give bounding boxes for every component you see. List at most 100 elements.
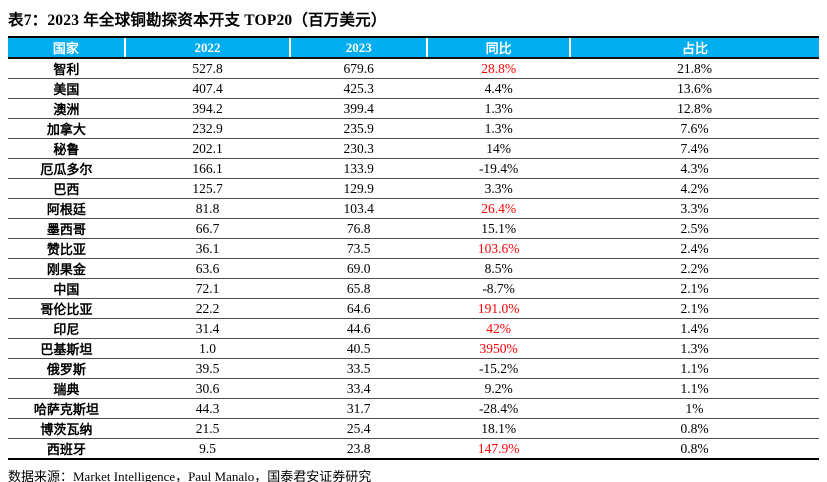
cell-yoy: -28.4% [427, 398, 570, 419]
cell-yoy: 191.0% [427, 298, 570, 319]
header-cell-yoy: 同比 [426, 36, 570, 59]
cell-yoy: 4.4% [427, 78, 570, 99]
cell-share: 4.2% [570, 178, 819, 199]
source-note: 数据来源：Market Intelligence，Paul Manalo，国泰君… [8, 469, 372, 482]
table-row: 哥伦比亚 22.2 64.6 191.0% 2.1% [8, 298, 819, 319]
cell-2023: 31.7 [290, 398, 428, 419]
cell-2022: 125.7 [124, 178, 291, 199]
page-title: 表7：2023 年全球铜勘探资本开支 TOP20（百万美元） [8, 12, 387, 29]
table-row: 中国 72.1 65.8 -8.7% 2.1% [8, 278, 819, 299]
table-row: 智利 527.8 679.6 28.8% 21.8% [8, 58, 819, 79]
cell-2022: 9.5 [124, 438, 291, 460]
cell-share: 7.4% [570, 138, 819, 159]
cell-country: 印尼 [8, 318, 125, 339]
cell-2023: 73.5 [290, 238, 428, 259]
cell-country: 美国 [8, 78, 125, 99]
cell-yoy: 3.3% [427, 178, 570, 199]
cell-country: 刚果金 [8, 258, 125, 279]
table-row: 墨西哥 66.7 76.8 15.1% 2.5% [8, 218, 819, 239]
cell-2022: 202.1 [124, 138, 291, 159]
cell-2023: 103.4 [290, 198, 428, 219]
cell-yoy: 8.5% [427, 258, 570, 279]
cell-share: 1.1% [570, 358, 819, 379]
cell-2022: 1.0 [124, 338, 291, 359]
table-row: 巴西 125.7 129.9 3.3% 4.2% [8, 178, 819, 199]
cell-country: 墨西哥 [8, 218, 125, 239]
cell-share: 2.5% [570, 218, 819, 239]
cell-2022: 31.4 [124, 318, 291, 339]
cell-2023: 133.9 [290, 158, 428, 179]
cell-country: 西班牙 [8, 438, 125, 460]
cell-2022: 63.6 [124, 258, 291, 279]
cell-country: 阿根廷 [8, 198, 125, 219]
cell-share: 13.6% [570, 78, 819, 99]
cell-country: 巴西 [8, 178, 125, 199]
header-cell-country: 国家 [8, 36, 125, 59]
cell-share: 1.1% [570, 378, 819, 399]
cell-2023: 235.9 [290, 118, 428, 139]
cell-share: 0.8% [570, 438, 819, 460]
cell-share: 0.8% [570, 418, 819, 439]
cell-share: 2.1% [570, 278, 819, 299]
cell-yoy: -15.2% [427, 358, 570, 379]
cell-2022: 394.2 [124, 98, 291, 119]
cell-yoy: 28.8% [427, 58, 570, 79]
cell-yoy: -8.7% [427, 278, 570, 299]
cell-yoy: 42% [427, 318, 570, 339]
cell-country: 巴基斯坦 [8, 338, 125, 359]
header-cell-2022: 2022 [123, 36, 291, 59]
cell-2023: 69.0 [290, 258, 428, 279]
table-row: 厄瓜多尔 166.1 133.9 -19.4% 4.3% [8, 158, 819, 179]
cell-2023: 40.5 [290, 338, 428, 359]
table-body: 智利 527.8 679.6 28.8% 21.8% 美国 407.4 425.3 4.4% 13… [8, 58, 819, 460]
cell-2023: 23.8 [290, 438, 428, 460]
table-row: 赞比亚 36.1 73.5 103.6% 2.4% [8, 238, 819, 259]
cell-country: 厄瓜多尔 [8, 158, 125, 179]
cell-2023: 25.4 [290, 418, 428, 439]
cell-2022: 527.8 [124, 58, 291, 79]
table-row: 阿根廷 81.8 103.4 26.4% 3.3% [8, 198, 819, 219]
cell-2023: 679.6 [290, 58, 428, 79]
cell-yoy: 26.4% [427, 198, 570, 219]
cell-country: 中国 [8, 278, 125, 299]
cell-2022: 44.3 [124, 398, 291, 419]
table-row: 博茨瓦纳 21.5 25.4 18.1% 0.8% [8, 418, 819, 439]
table-header: 国家 2022 2023 同比 占比 [8, 36, 819, 59]
cell-share: 7.6% [570, 118, 819, 139]
cell-2022: 66.7 [124, 218, 291, 239]
cell-country: 瑞典 [8, 378, 125, 399]
cell-share: 21.8% [570, 58, 819, 79]
header-cell-share: 占比 [569, 36, 819, 59]
table-row: 巴基斯坦 1.0 40.5 3950% 1.3% [8, 338, 819, 359]
cell-2023: 399.4 [290, 98, 428, 119]
cell-2022: 36.1 [124, 238, 291, 259]
cell-yoy: 3950% [427, 338, 570, 359]
cell-share: 1% [570, 398, 819, 419]
cell-country: 加拿大 [8, 118, 125, 139]
cell-country: 澳洲 [8, 98, 125, 119]
cell-share: 2.1% [570, 298, 819, 319]
cell-yoy: 18.1% [427, 418, 570, 439]
cell-yoy: 1.3% [427, 118, 570, 139]
cell-yoy: 15.1% [427, 218, 570, 239]
cell-yoy: 103.6% [427, 238, 570, 259]
cell-2023: 33.5 [290, 358, 428, 379]
cell-share: 2.4% [570, 238, 819, 259]
table-row: 美国 407.4 425.3 4.4% 13.6% [8, 78, 819, 99]
cell-2022: 30.6 [124, 378, 291, 399]
cell-yoy: 1.3% [427, 98, 570, 119]
table-row: 澳洲 394.2 399.4 1.3% 12.8% [8, 98, 819, 119]
cell-yoy: 9.2% [427, 378, 570, 399]
cell-2022: 22.2 [124, 298, 291, 319]
cell-2022: 21.5 [124, 418, 291, 439]
cell-share: 4.3% [570, 158, 819, 179]
cell-2023: 425.3 [290, 78, 428, 99]
cell-country: 俄罗斯 [8, 358, 125, 379]
cell-2022: 81.8 [124, 198, 291, 219]
cell-2023: 44.6 [290, 318, 428, 339]
header-cell-2023: 2023 [289, 36, 428, 59]
cell-2022: 72.1 [124, 278, 291, 299]
cell-country: 赞比亚 [8, 238, 125, 259]
cell-country: 博茨瓦纳 [8, 418, 125, 439]
